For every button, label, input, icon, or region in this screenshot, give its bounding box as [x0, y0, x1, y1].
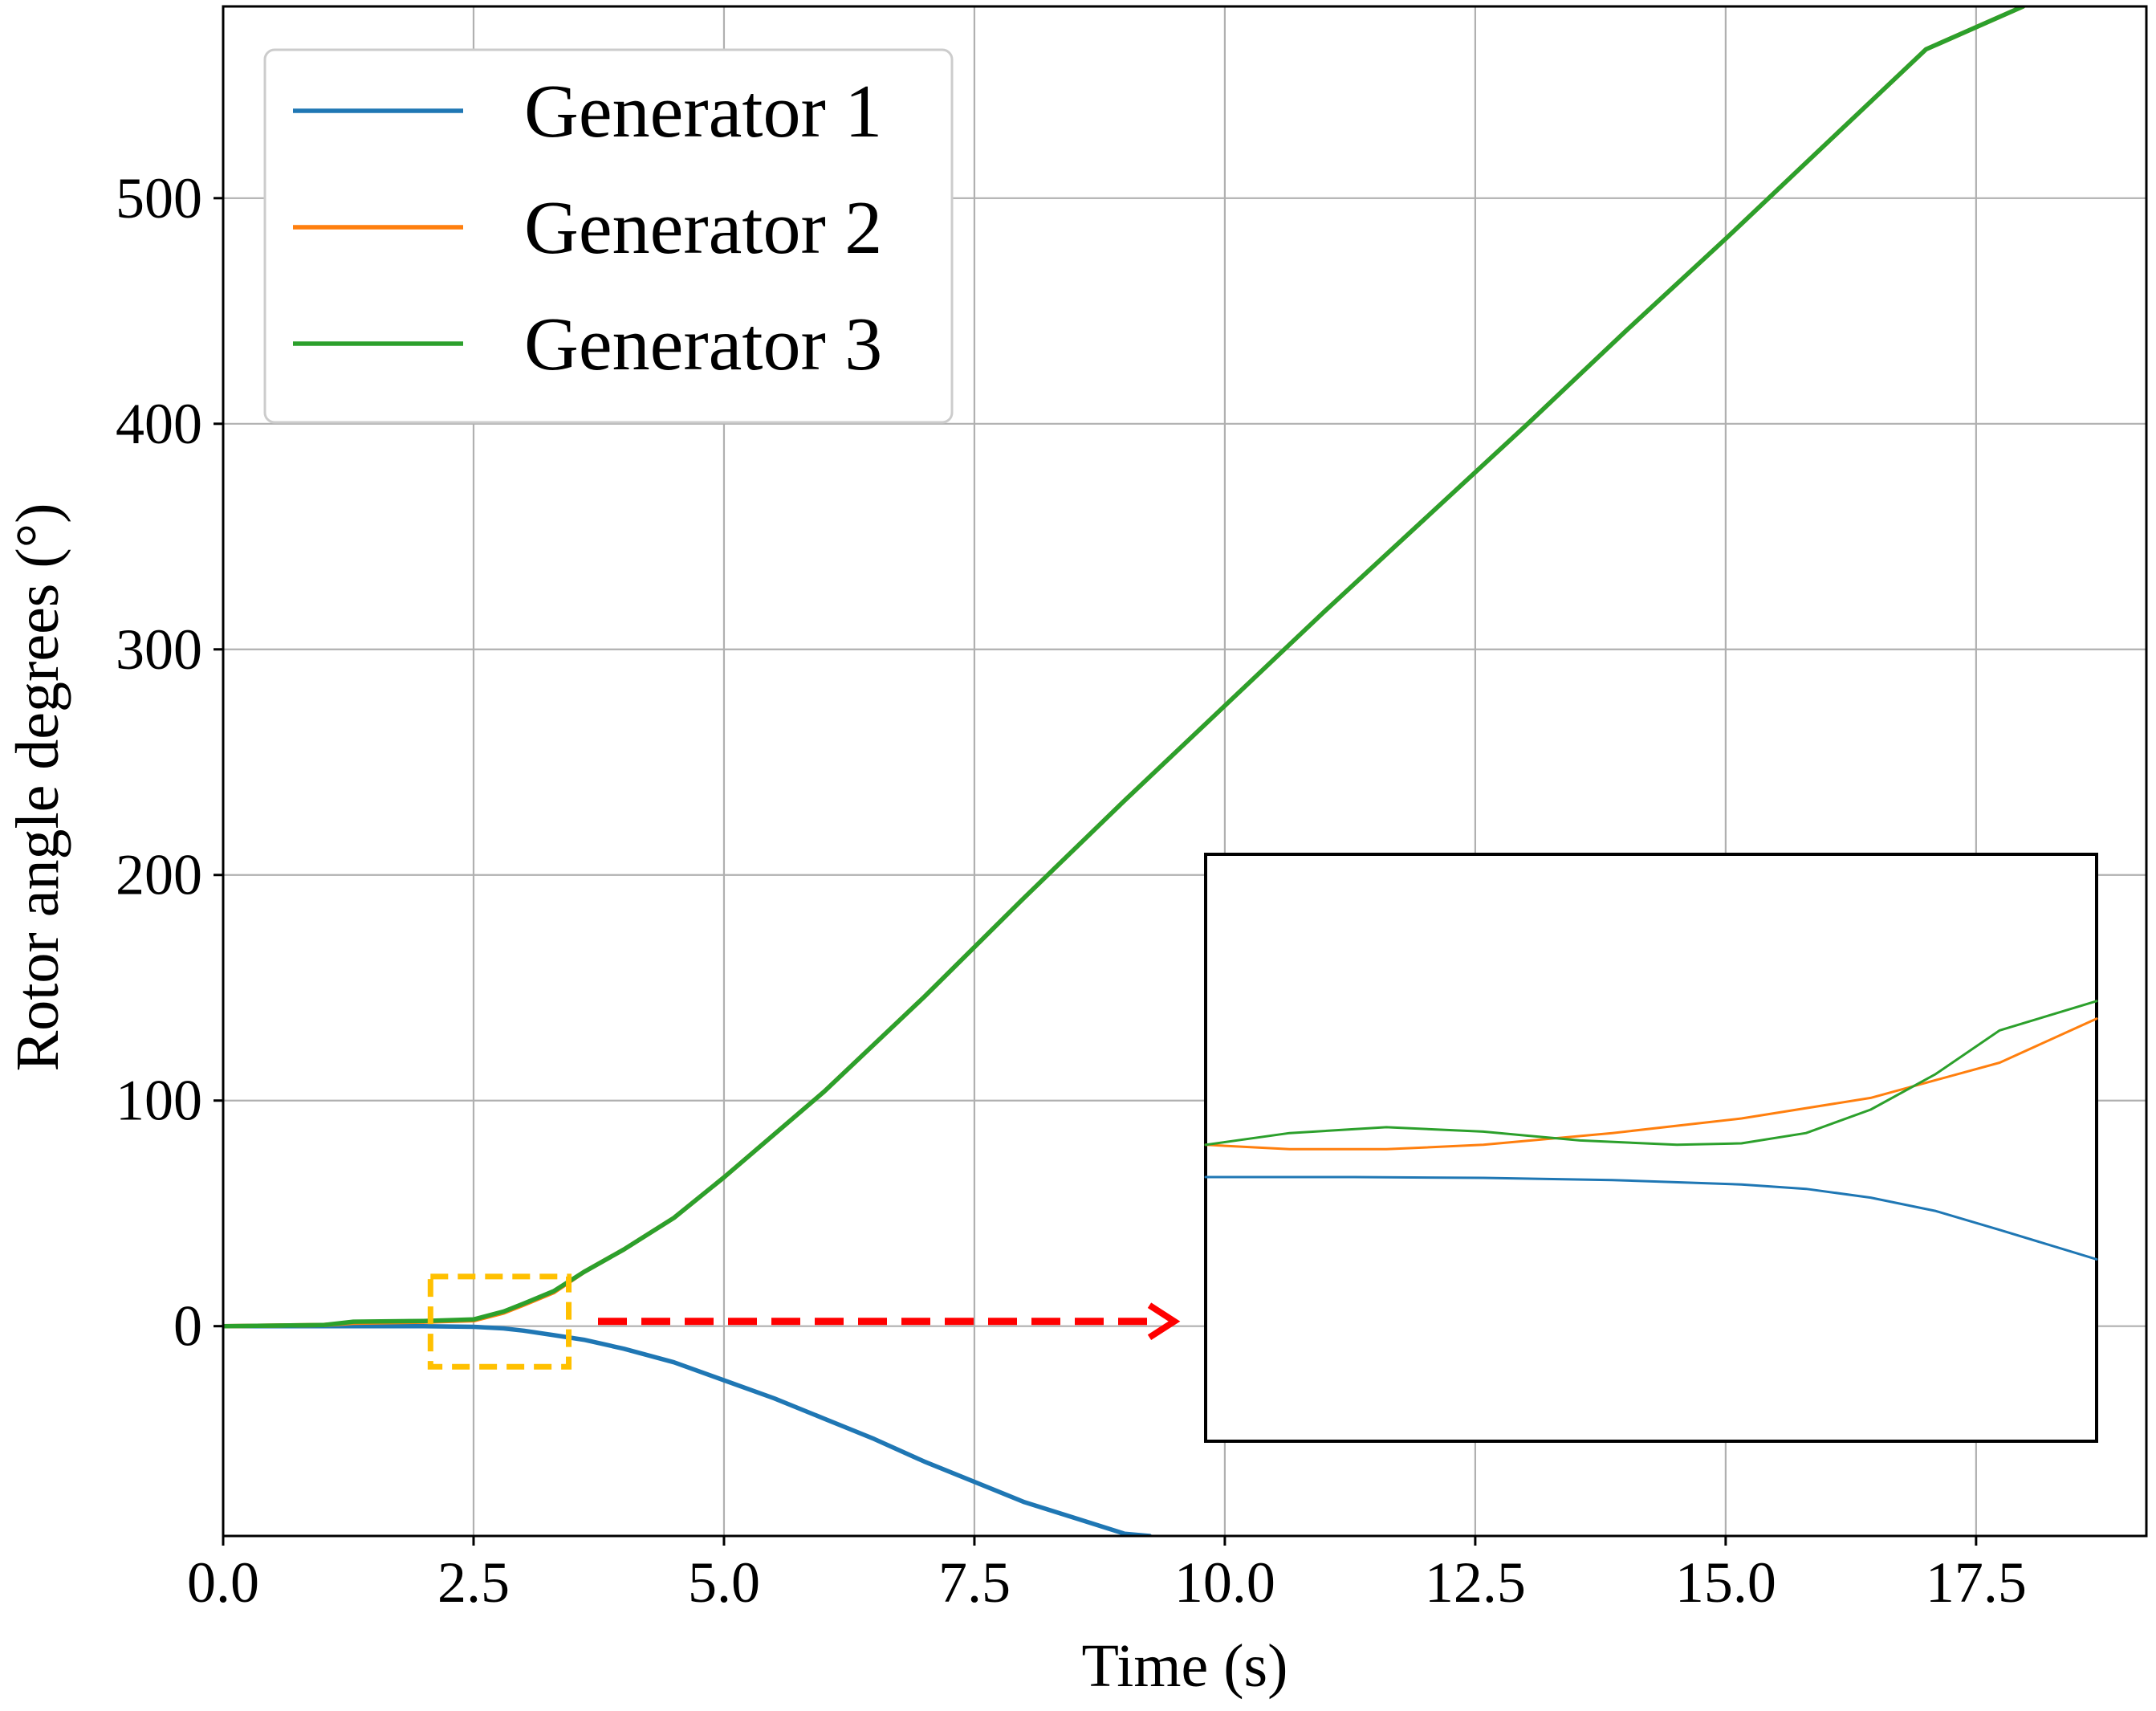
y-axis-label: Rotor angle degrees (°)	[4, 503, 71, 1072]
x-axis-label: Time (s)	[1082, 1632, 1288, 1700]
y-axis-ticks: 0 100 200 300 400 500	[116, 166, 223, 1359]
series-line-generator-1	[223, 1323, 1153, 1536]
x-axis-ticks: 0.0 2.5 5.0 7.5 10.0 12.5 15.0 17.5	[187, 1536, 2027, 1615]
inset-series-line-generator-2	[1204, 1017, 2098, 1151]
x-tick-label-7: 17.5	[1926, 1550, 2027, 1615]
x-tick-label-6: 15.0	[1675, 1550, 1776, 1615]
inset-frame	[1204, 853, 2098, 1443]
y-tick-label-0: 0	[173, 1294, 202, 1359]
legend-label-generator-2: Generator 2	[524, 186, 882, 270]
inset-series-line-generator-3	[1204, 1000, 2098, 1147]
legend: Generator 1 Generator 2 Generator 3	[263, 48, 954, 424]
x-tick-label-1: 2.5	[437, 1550, 510, 1615]
legend-box	[263, 48, 954, 424]
x-tick-label-5: 12.5	[1425, 1550, 1526, 1615]
inset-series-line-generator-1	[1204, 1175, 2098, 1261]
y-tick-label-3: 300	[116, 617, 202, 682]
zoom-box	[427, 1273, 572, 1370]
x-tick-label-4: 10.0	[1174, 1550, 1275, 1615]
zoom-inset	[1204, 853, 2098, 1443]
plot-frame	[222, 5, 2148, 1538]
y-tick-label-2: 200	[116, 843, 202, 907]
plot-series	[223, 6, 2026, 1536]
legend-label-generator-3: Generator 3	[524, 303, 882, 386]
zoom-arrow-head	[1147, 1302, 1181, 1341]
legend-label-generator-1: Generator 1	[524, 70, 882, 153]
x-tick-label-2: 5.0	[688, 1550, 760, 1615]
y-tick-label-4: 400	[116, 392, 202, 456]
y-tick-label-5: 500	[116, 166, 202, 230]
zoom-annotations	[427, 1273, 1181, 1370]
series-line-generator-3	[223, 6, 2026, 1329]
y-tick-label-1: 100	[116, 1069, 202, 1133]
x-tick-label-3: 7.5	[938, 1550, 1011, 1615]
x-tick-label-0: 0.0	[187, 1550, 259, 1615]
